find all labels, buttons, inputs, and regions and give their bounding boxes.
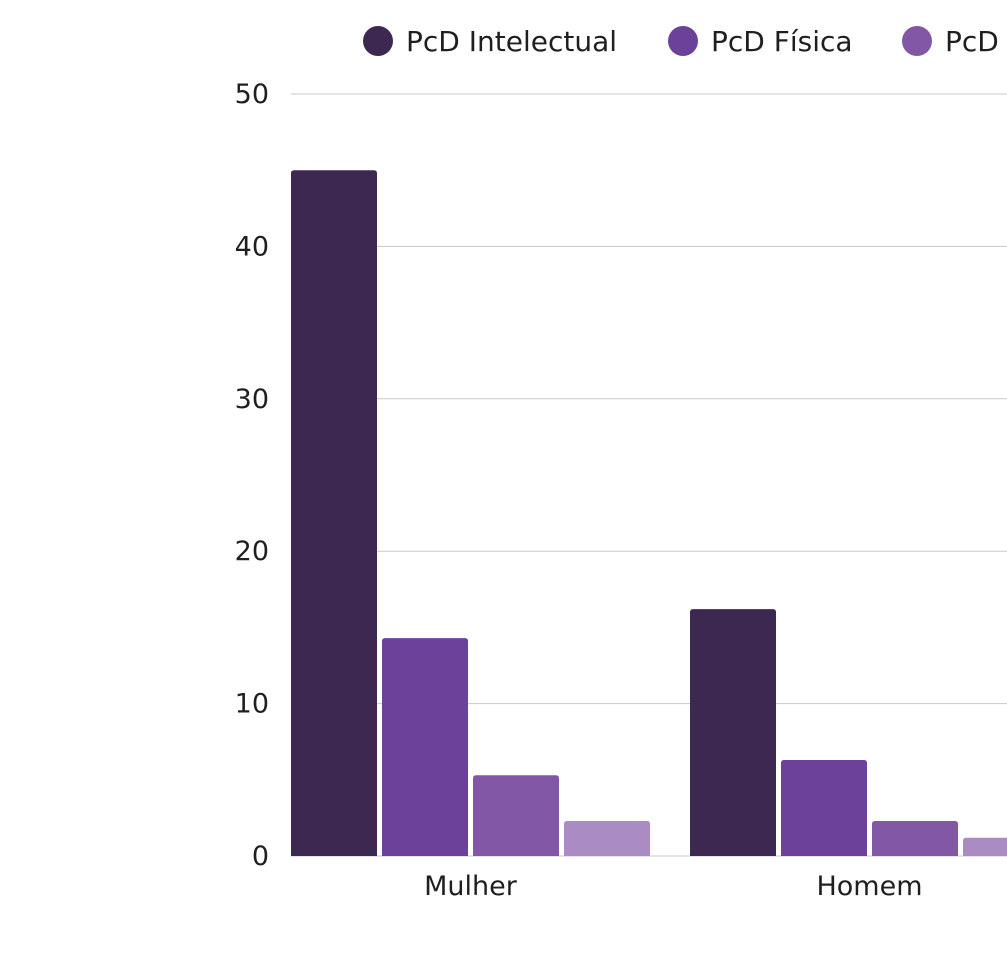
bar[interactable] — [690, 609, 776, 856]
x-axis-labels: Mulher Homem — [424, 871, 922, 902]
bar[interactable] — [564, 820, 650, 856]
bar[interactable] — [473, 775, 559, 856]
legend-swatch — [902, 26, 932, 56]
legend-swatch — [363, 26, 393, 56]
bar[interactable] — [781, 759, 867, 856]
y-tick-label: 30 — [235, 384, 269, 415]
legend-label: PcD Intelectual — [406, 25, 617, 58]
y-tick-label: 20 — [235, 536, 269, 567]
y-tick-label: 10 — [235, 689, 269, 720]
y-axis-ticks: 0 10 20 30 40 50 — [235, 79, 269, 872]
x-category-label: Homem — [816, 871, 922, 902]
bar[interactable] — [291, 170, 377, 856]
legend: PcD Intelectual PcD Física PcD — [363, 25, 999, 58]
bar[interactable] — [963, 837, 1007, 856]
bars — [291, 170, 1007, 856]
x-category-label: Mulher — [424, 871, 518, 902]
bar[interactable] — [382, 638, 468, 856]
y-tick-label: 50 — [235, 79, 269, 110]
legend-label: PcD — [945, 25, 999, 58]
y-tick-label: 40 — [235, 231, 269, 262]
legend-label: PcD Física — [711, 25, 853, 58]
bar[interactable] — [872, 820, 958, 856]
legend-swatch — [668, 26, 698, 56]
y-tick-label: 0 — [252, 841, 269, 872]
